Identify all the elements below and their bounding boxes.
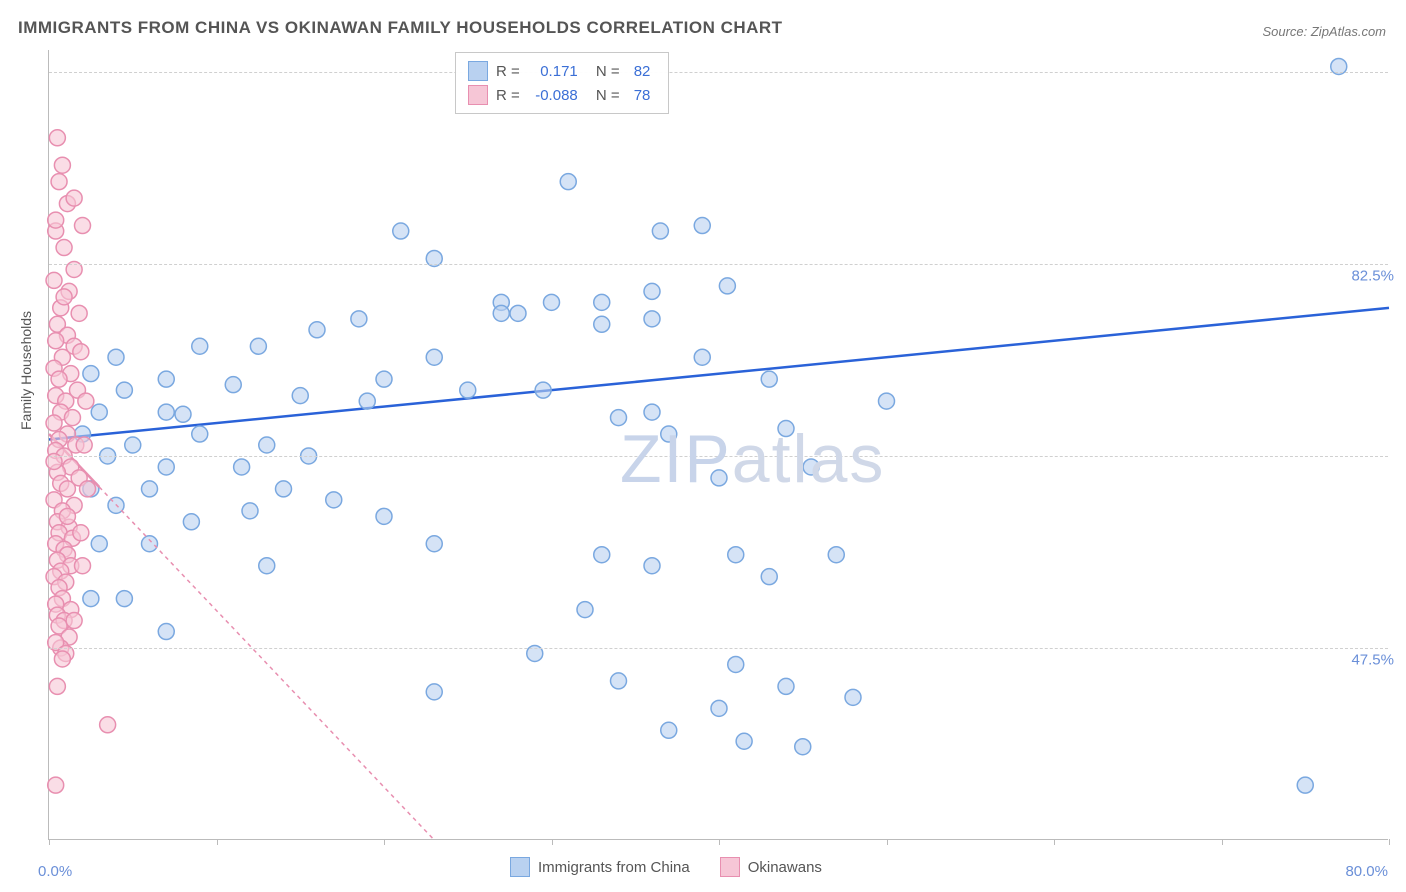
legend-label: Okinawans (748, 859, 822, 876)
gridline (49, 648, 1388, 649)
r-label: R = (496, 87, 520, 104)
chart-title: IMMIGRANTS FROM CHINA VS OKINAWAN FAMILY… (18, 18, 783, 38)
x-tick (887, 839, 888, 845)
x-tick (552, 839, 553, 845)
n-value: 82 (628, 63, 657, 80)
series-swatch (468, 61, 488, 81)
correlation-stats-box: R = 0.171 N = 82 R = -0.088 N = 78 (455, 52, 669, 114)
source-attribution: Source: ZipAtlas.com (1262, 24, 1386, 39)
x-tick (217, 839, 218, 845)
stats-row: R = -0.088 N = 78 (468, 83, 656, 107)
x-tick (1389, 839, 1390, 845)
y-tick-label: 82.5% (1351, 267, 1394, 284)
legend-item: Okinawans (720, 857, 822, 877)
plot-area (48, 50, 1388, 840)
y-tick-label: 47.5% (1351, 651, 1394, 668)
r-value: -0.088 (528, 87, 584, 104)
legend-swatch (510, 857, 530, 877)
x-tick-label: 80.0% (1345, 863, 1388, 880)
r-value: 0.171 (528, 63, 584, 80)
x-tick (1054, 839, 1055, 845)
x-tick (49, 839, 50, 845)
chart-svg (49, 50, 1388, 839)
n-label: N = (592, 63, 620, 80)
x-tick (384, 839, 385, 845)
n-value: 78 (628, 87, 657, 104)
x-tick (1222, 839, 1223, 845)
legend-item: Immigrants from China (510, 857, 690, 877)
x-tick (719, 839, 720, 845)
x-tick-label: 0.0% (38, 863, 72, 880)
bottom-legend: Immigrants from China Okinawans (510, 857, 822, 877)
series-swatch (468, 85, 488, 105)
gridline (49, 456, 1388, 457)
legend-label: Immigrants from China (538, 859, 690, 876)
gridline (49, 72, 1388, 73)
y-axis-label: Family Households (18, 311, 34, 430)
r-label: R = (496, 63, 520, 80)
legend-swatch (720, 857, 740, 877)
stats-row: R = 0.171 N = 82 (468, 59, 656, 83)
gridline (49, 264, 1388, 265)
n-label: N = (592, 87, 620, 104)
